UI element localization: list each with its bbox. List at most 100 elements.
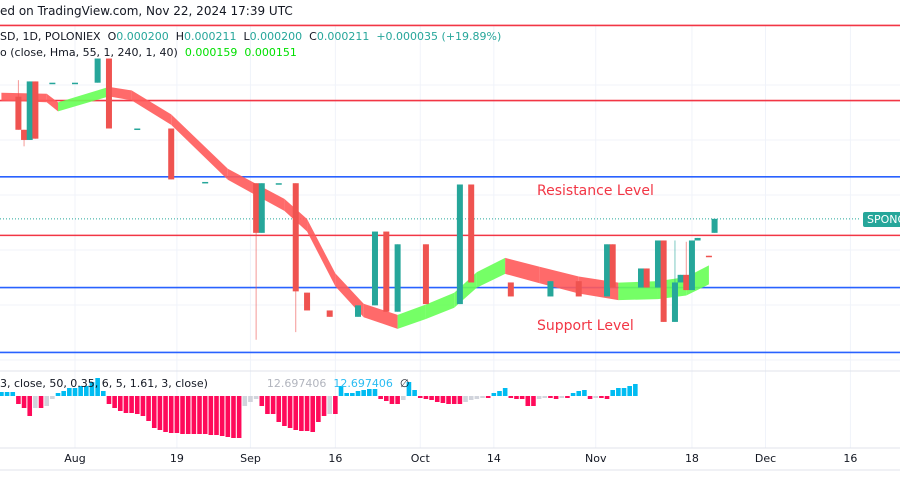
histogram-bar bbox=[157, 396, 163, 430]
candle-body bbox=[654, 240, 661, 288]
candle-body bbox=[258, 183, 265, 233]
histogram-bar bbox=[406, 382, 412, 396]
histogram-bar bbox=[123, 396, 129, 413]
indicator-legend[interactable]: o (close, Hma, 55, 1, 240, 1, 40) 0.0001… bbox=[0, 46, 297, 59]
histogram-bar bbox=[553, 396, 559, 399]
histogram-bar bbox=[633, 384, 638, 396]
oscillator-legend[interactable]: 3, close, 50, 0.35, 6, 5, 1.61, 3, close… bbox=[0, 377, 409, 390]
candle-body bbox=[694, 237, 701, 241]
histogram-bar bbox=[616, 388, 621, 396]
histogram-bar bbox=[208, 396, 214, 435]
histogram-bar bbox=[304, 396, 310, 431]
candle-body bbox=[468, 184, 475, 283]
histogram-bar bbox=[61, 391, 66, 396]
price-tag: SPONG bbox=[863, 212, 900, 227]
hidden-icon[interactable]: ∅ bbox=[399, 377, 410, 390]
histogram-bar bbox=[146, 396, 151, 421]
histogram-bar bbox=[270, 396, 276, 414]
histogram-bar bbox=[276, 396, 282, 422]
histogram-bar bbox=[27, 396, 33, 416]
hma-segment bbox=[46, 93, 59, 112]
histogram-bar bbox=[384, 396, 389, 401]
histogram-bar bbox=[338, 386, 344, 396]
high-value: 0.000211 bbox=[184, 30, 237, 43]
histogram-bar bbox=[497, 391, 502, 396]
candle-body bbox=[547, 281, 554, 297]
candle-body bbox=[202, 181, 209, 184]
open-value: 0.000200 bbox=[116, 30, 169, 43]
histogram-bar bbox=[451, 396, 457, 404]
change-value: +0.000035 (+19.89%) bbox=[376, 30, 502, 43]
histogram-bar bbox=[542, 396, 548, 398]
histogram-bar bbox=[134, 396, 140, 414]
histogram-bar bbox=[559, 396, 565, 398]
histogram-bar bbox=[106, 396, 112, 404]
candle-body bbox=[677, 274, 684, 283]
histogram-bar bbox=[259, 396, 265, 406]
histogram-bar bbox=[287, 396, 293, 428]
x-tick-label: Sep bbox=[240, 452, 261, 465]
x-tick-label: Dec bbox=[754, 452, 777, 465]
candle-body bbox=[15, 96, 22, 130]
histogram-bar bbox=[67, 388, 72, 396]
grid bbox=[0, 25, 900, 471]
histogram-bar bbox=[576, 391, 582, 396]
candle-body bbox=[609, 244, 616, 288]
histogram-bar bbox=[117, 396, 123, 411]
histogram-bar bbox=[474, 396, 480, 399]
histogram-bar bbox=[440, 396, 446, 403]
histogram-bar bbox=[378, 396, 383, 399]
candle-body bbox=[253, 183, 260, 233]
symbol: SD, 1D, POLONIEX bbox=[0, 30, 101, 43]
candle-body bbox=[168, 128, 175, 180]
histogram-bar bbox=[395, 396, 400, 404]
resistance-label: Resistance Level bbox=[537, 183, 654, 199]
oscillator-label: 3, close, 50, 0.35, 6, 5, 1.61, 3, close… bbox=[0, 377, 208, 390]
histogram-bar bbox=[265, 396, 270, 414]
histogram-bar bbox=[480, 396, 485, 398]
candle-body bbox=[21, 129, 28, 140]
hma-segment bbox=[425, 292, 455, 319]
histogram-bar bbox=[253, 396, 259, 399]
histogram-bar bbox=[4, 392, 10, 396]
candle-body bbox=[49, 82, 56, 85]
x-tick-label: Aug bbox=[64, 452, 86, 465]
histogram-bar bbox=[163, 396, 168, 432]
hma-segment bbox=[505, 257, 540, 284]
candle-body bbox=[660, 240, 667, 322]
histogram-bar bbox=[38, 396, 44, 408]
candle-body bbox=[383, 231, 390, 312]
histogram-bar bbox=[361, 390, 366, 396]
x-tick-label: 18 bbox=[684, 452, 699, 465]
histogram-bar bbox=[174, 396, 180, 433]
histogram-bar bbox=[508, 396, 514, 398]
histogram-bar bbox=[0, 392, 4, 396]
histogram-bar bbox=[333, 396, 338, 414]
candle-body bbox=[26, 81, 33, 140]
candle-body bbox=[643, 268, 650, 288]
hma-segment bbox=[131, 90, 172, 125]
hma-segment bbox=[476, 257, 506, 288]
histogram-bar bbox=[491, 393, 497, 396]
x-tick-label: 16 bbox=[328, 452, 343, 465]
candle-body bbox=[292, 183, 299, 292]
histogram-bar bbox=[129, 396, 134, 413]
indicator-label: o (close, Hma, 55, 1, 240, 1, 40) bbox=[0, 46, 178, 59]
histogram-bar bbox=[599, 396, 604, 398]
candles bbox=[15, 58, 718, 340]
histogram-bar bbox=[293, 396, 299, 430]
hma-segment bbox=[539, 266, 579, 294]
histogram-bar bbox=[219, 396, 225, 436]
x-tick-label: 19 bbox=[169, 452, 184, 465]
histogram-bar bbox=[355, 391, 361, 396]
candle-body bbox=[671, 282, 678, 322]
histogram-bar bbox=[202, 396, 208, 434]
histogram-bar bbox=[423, 396, 429, 399]
histogram-bar bbox=[531, 396, 536, 406]
histogram-bar bbox=[168, 396, 174, 433]
candle-body bbox=[371, 231, 378, 306]
histogram-bar bbox=[78, 386, 83, 396]
histogram-bar bbox=[627, 386, 632, 396]
histogram-bar bbox=[536, 396, 542, 399]
